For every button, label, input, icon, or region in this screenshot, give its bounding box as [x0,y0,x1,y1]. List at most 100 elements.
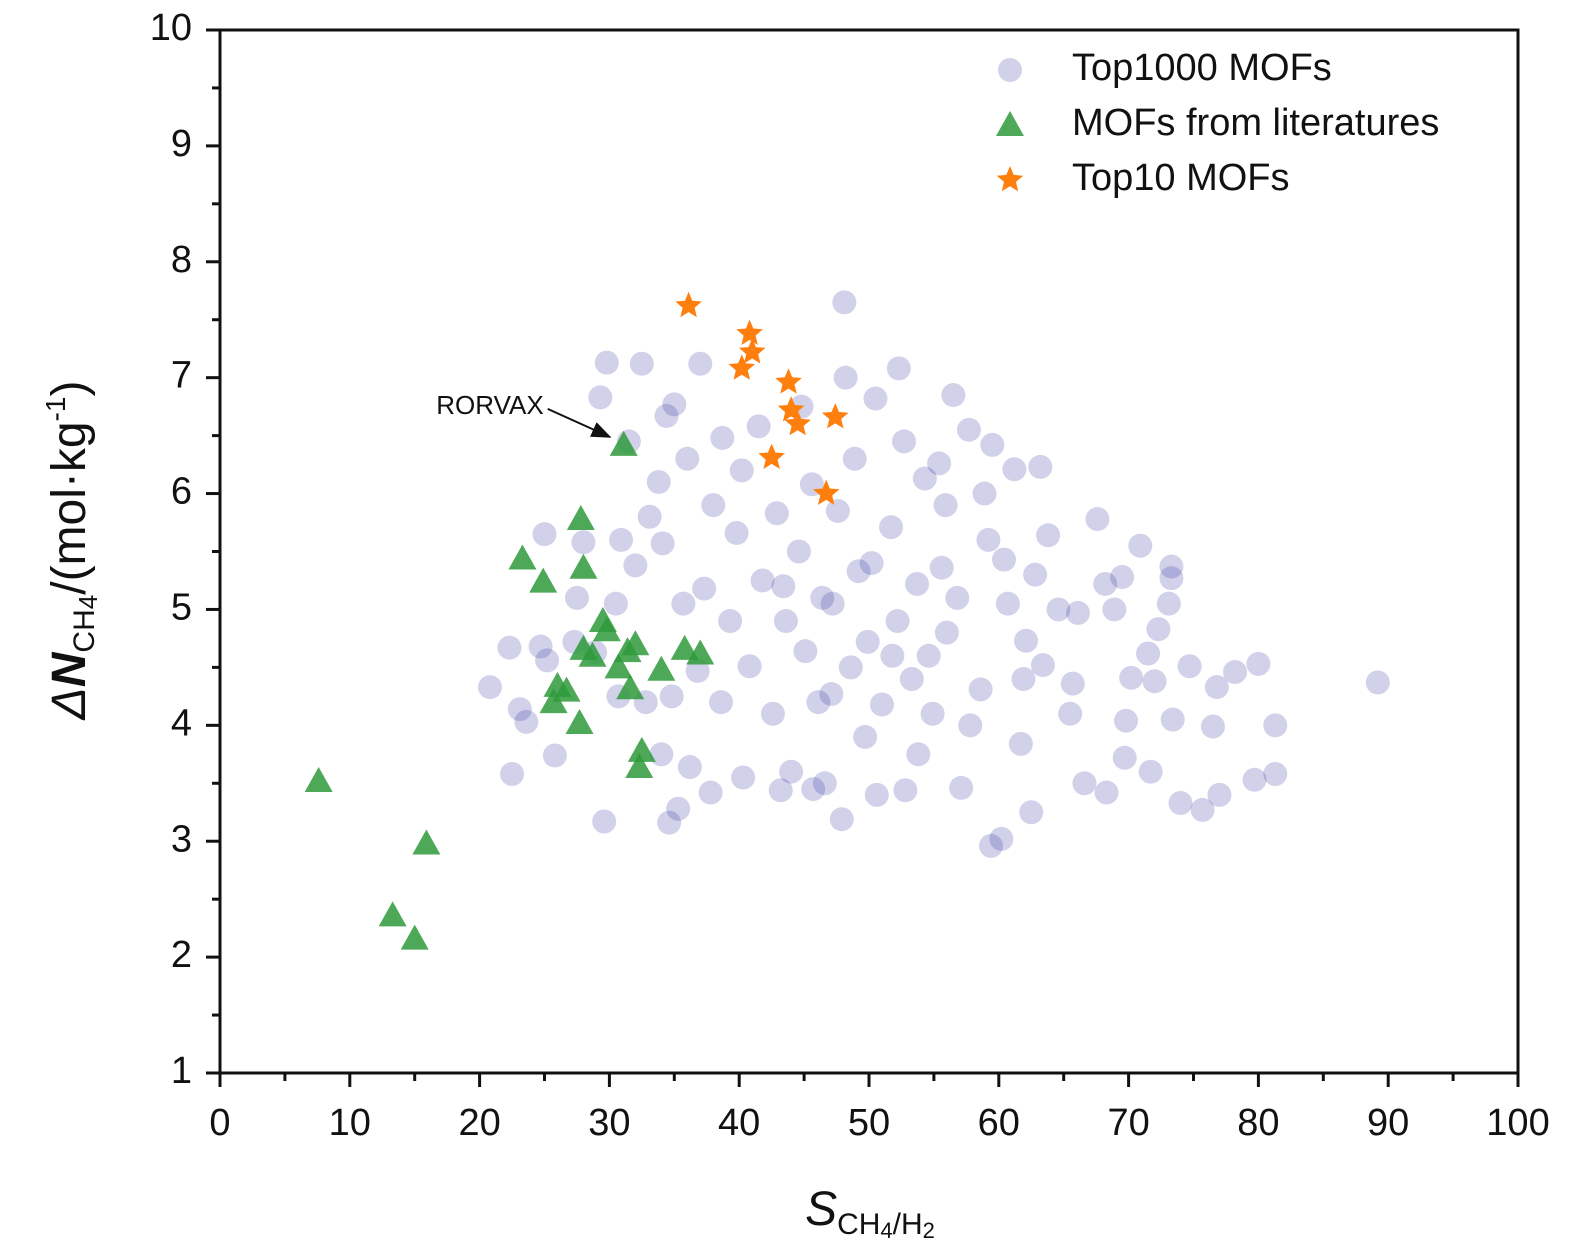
point [933,493,958,518]
x-tick-label: 30 [588,1102,630,1144]
point [980,432,1005,457]
annotation: RORVAX [436,390,543,420]
point [729,458,754,483]
point [1160,707,1185,732]
point [566,505,595,531]
point [1128,533,1153,558]
point [728,354,756,380]
point [1190,797,1215,822]
point [637,504,662,529]
point [710,425,735,450]
point [675,291,702,318]
point [775,368,802,394]
y-tick-label: 10 [150,7,192,49]
y-label-part: CH [68,609,101,652]
point [532,522,557,547]
y-tick-label: 1 [171,1050,192,1092]
y-axis-label: ΔNCH4/(mol·kg-1) [40,381,102,721]
point [1028,454,1053,479]
point [832,290,857,315]
point [750,568,775,593]
point [1146,617,1171,642]
point [688,351,713,376]
point [592,809,617,834]
x-tick-label: 20 [458,1102,500,1144]
point [304,766,333,792]
point [912,466,937,491]
x-label-part: /H [893,1208,923,1241]
point [784,410,811,436]
point [1002,457,1027,482]
point [991,547,1016,572]
point [659,684,684,709]
y-tick-label: 8 [171,239,192,281]
point [650,531,675,556]
point [529,567,558,593]
point [1011,666,1036,691]
point [514,709,539,734]
point [820,591,845,616]
y-tick-label: 5 [171,586,192,628]
point [764,501,789,526]
point [609,430,638,456]
point [709,690,734,715]
point [746,414,771,439]
point [1014,628,1039,653]
x-tick-label: 100 [1486,1102,1549,1144]
point [998,58,1022,82]
point [869,692,894,717]
x-tick-label: 60 [978,1102,1020,1144]
point [853,724,878,749]
legend-label: MOFs from literatures [1072,102,1439,144]
point [685,658,710,683]
point [378,901,407,927]
point [846,559,871,584]
point [801,777,826,802]
point [956,417,981,442]
point [859,551,884,576]
y-label-part: Δ [43,687,96,720]
plot-area [304,290,1390,950]
point [949,775,974,800]
point [893,778,918,803]
point [1072,771,1097,796]
x-label-part: 2 [923,1218,935,1243]
point [731,765,756,790]
x-tick-label: 0 [209,1102,230,1144]
y-tick-label: 4 [171,702,192,744]
y-tick-label: 7 [171,355,192,397]
point [842,446,867,471]
point [833,365,858,390]
point [906,742,931,767]
point [477,675,502,700]
point [1177,654,1202,679]
point [616,674,645,700]
point [768,778,793,803]
point [718,609,743,634]
x-label-part: S [805,1183,837,1236]
legend-label: Top1000 MOFs [1072,47,1332,89]
point [1046,597,1071,622]
point [1085,507,1110,532]
point [1008,731,1033,756]
y-tick-label: 9 [171,123,192,165]
point [1036,523,1061,548]
point [736,319,763,345]
point [1058,701,1083,726]
point [1204,675,1229,700]
point [880,643,905,668]
point [905,571,930,596]
point [1156,591,1181,616]
point [879,515,904,540]
point [737,654,762,679]
point [623,553,648,578]
point [552,676,581,702]
point [625,753,654,779]
point [1102,597,1127,622]
x-tick-label: 40 [718,1102,760,1144]
point [821,403,849,429]
point [565,709,594,735]
point [646,469,671,494]
y-tick-label: 2 [171,934,192,976]
